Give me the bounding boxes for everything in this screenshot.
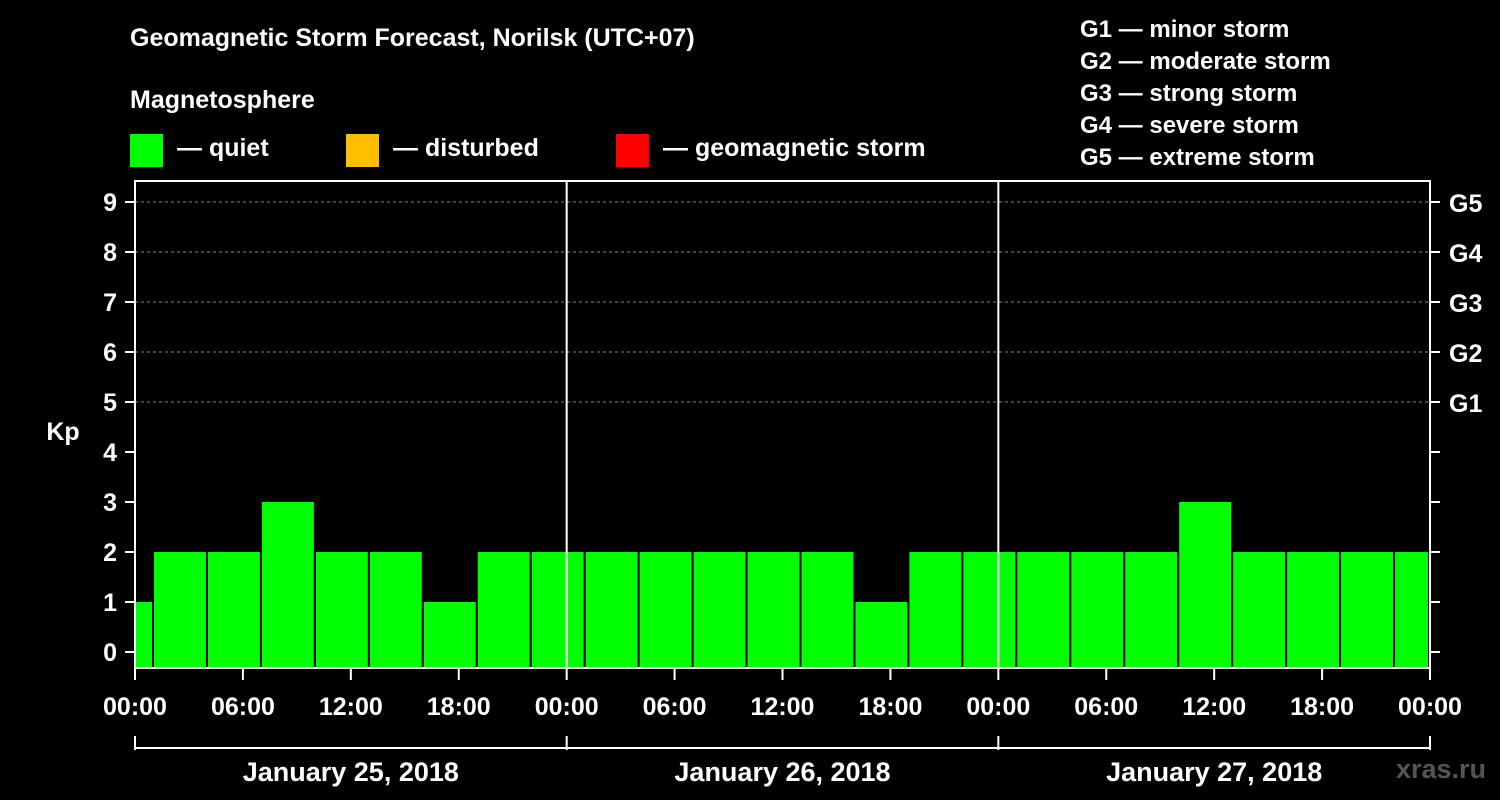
bar-22 [1287,552,1340,668]
y-tick-label-9: 9 [103,189,117,217]
x-tick-label-7: 18:00 [858,693,922,721]
bar-0 [135,602,152,668]
y-tick-label-4: 4 [103,439,117,467]
x-tick-label-2: 12:00 [319,693,383,721]
g-scale-item-g1: G1 — minor storm [1080,16,1290,43]
x-tick-label-9: 06:00 [1074,693,1138,721]
g-level-label-g1: G1 [1449,390,1482,418]
bar-17 [1017,552,1070,668]
legend-swatch-quiet [130,134,163,167]
g-scale-item-g5: G5 — extreme storm [1080,144,1315,171]
legend-label-storm: — geomagnetic storm [663,134,926,162]
bar-4 [315,552,368,668]
y-tick-label-6: 6 [103,339,117,367]
g-level-label-g5: G5 [1449,190,1482,218]
y-tick-label-0: 0 [103,639,117,667]
bar-5 [369,552,422,668]
chart-title: Geomagnetic Storm Forecast, Norilsk (UTC… [130,24,695,52]
bar-15 [909,552,962,668]
x-tick-label-10: 12:00 [1182,693,1246,721]
g-level-label-g3: G3 [1449,290,1482,318]
x-tick-label-11: 18:00 [1290,693,1354,721]
y-tick-label-5: 5 [103,389,117,417]
bar-20 [1179,502,1232,668]
bar-14 [855,602,908,668]
bar-13 [801,552,854,668]
g-level-label-g2: G2 [1449,340,1482,368]
x-tick-label-5: 06:00 [643,693,707,721]
x-tick-label-12: 00:00 [1398,693,1462,721]
x-tick-label-1: 06:00 [211,693,275,721]
watermark: xras.ru [1395,754,1486,784]
bar-9 [585,552,638,668]
legend-swatch-storm [616,134,649,167]
bar-7 [477,552,530,668]
g-level-label-g4: G4 [1449,240,1482,268]
bar-18 [1071,552,1124,668]
bar-12 [747,552,800,668]
x-tick-label-3: 18:00 [427,693,491,721]
legend-swatch-disturbed [346,134,379,167]
bar-8 [531,552,584,668]
magnetosphere-title: Magnetosphere [130,86,315,114]
bar-6 [423,602,476,668]
y-axis-label: Kp [46,418,79,446]
y-tick-label-2: 2 [103,539,117,567]
bar-3 [261,502,314,668]
y-tick-label-8: 8 [103,239,117,267]
x-tick-label-6: 12:00 [751,693,815,721]
bar-11 [693,552,746,668]
y-tick-label-1: 1 [103,589,117,617]
bar-19 [1125,552,1178,668]
legend-label-disturbed: — disturbed [393,134,539,162]
g-scale-legend: G1 — minor storm G2 — moderate storm G3 … [1080,14,1331,174]
bar-2 [207,552,260,668]
bar-23 [1341,552,1394,668]
day-label-0: January 25, 2018 [243,757,459,787]
day-label-1: January 26, 2018 [674,757,890,787]
g-scale-item-g3: G3 — strong storm [1080,80,1298,107]
bar-21 [1233,552,1286,668]
bar-1 [153,552,206,668]
bar-24 [1395,552,1428,668]
x-tick-label-8: 00:00 [966,693,1030,721]
g-scale-item-g4: G4 — severe storm [1080,112,1299,139]
legend-label-quiet: — quiet [177,134,269,162]
x-tick-label-4: 00:00 [535,693,599,721]
x-tick-label-0: 00:00 [103,693,167,721]
day-label-2: January 27, 2018 [1106,757,1322,787]
y-tick-label-7: 7 [103,289,117,317]
g-scale-item-g2: G2 — moderate storm [1080,48,1331,75]
bar-10 [639,552,692,668]
bar-16 [963,552,1016,668]
y-tick-label-3: 3 [103,489,117,517]
